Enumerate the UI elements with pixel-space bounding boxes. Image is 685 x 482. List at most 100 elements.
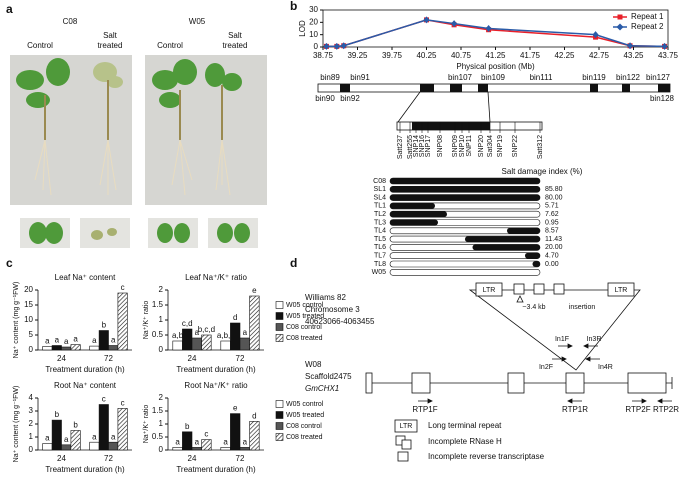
- row-value: 0.00: [545, 261, 559, 268]
- genotype-segment: [390, 219, 438, 226]
- row-value: 80.00: [545, 194, 563, 201]
- primer-arrow: [418, 343, 672, 404]
- significance-label: c: [204, 430, 208, 439]
- bin-label: bin127: [646, 73, 671, 82]
- legend-swatch: [275, 301, 284, 309]
- significance-label: a: [92, 432, 97, 441]
- row-value: 0.95: [545, 219, 559, 226]
- bar: [98, 330, 109, 351]
- y-axis-label: Na⁺/K⁺ ratio: [143, 405, 150, 444]
- legend-text: C08 treated: [286, 434, 323, 441]
- bin-label: bin109: [481, 73, 506, 82]
- x-tick-label: 40.75: [451, 51, 472, 60]
- y-tick-label: 3: [29, 406, 34, 415]
- x-tick-label: 24: [188, 354, 197, 363]
- primer-label: RTP1R: [562, 405, 588, 414]
- y-tick-label: 0: [314, 42, 319, 51]
- table-title: Salt damage index (%): [502, 167, 583, 176]
- y-tick-label: 30: [309, 5, 318, 14]
- row-value: 20.00: [545, 244, 563, 251]
- significance-label: a: [111, 336, 116, 345]
- marker-label: SNP16: [419, 135, 426, 157]
- y-tick-label: 1: [29, 432, 34, 441]
- significance-label: e: [252, 286, 257, 295]
- y-tick-label: 1: [159, 419, 164, 428]
- marker-label: SNP08: [437, 135, 444, 157]
- point: [323, 42, 330, 50]
- row-name: TL5: [374, 236, 386, 243]
- column-label: Salt: [103, 31, 118, 40]
- x-axis-label: Treatment duration (h): [45, 465, 125, 474]
- row-name: TL1: [374, 203, 386, 210]
- gene-name: GmCHX1: [305, 384, 339, 393]
- y-tick-label: 0.5: [152, 330, 164, 339]
- x-tick-label: 40.25: [416, 51, 437, 60]
- panel-label: c: [6, 256, 13, 270]
- significance-label: a: [92, 336, 97, 345]
- marker-label: SNP10: [459, 135, 466, 157]
- row-name: TL3: [374, 219, 386, 226]
- row-name: TL4: [374, 228, 386, 235]
- legend-swatch: [275, 422, 284, 430]
- y-tick-label: 0: [159, 345, 164, 354]
- bin-label: bin128: [650, 94, 675, 103]
- photo: [10, 55, 267, 248]
- row-name: TL8: [374, 261, 386, 268]
- bin-label: bin119: [582, 73, 606, 82]
- significance-label: a: [73, 335, 78, 344]
- significance-label: b,c,d: [198, 325, 215, 334]
- legend-swatch: [275, 334, 284, 342]
- bar: [201, 439, 212, 451]
- x-tick-label: 72: [236, 454, 245, 463]
- significance-label: c,d: [182, 319, 193, 328]
- row-name: TL6: [374, 244, 386, 251]
- y-tick-label: 1.5: [152, 406, 164, 415]
- y-axis-label: Na⁺ content (mg g⁻¹FW): [13, 282, 20, 359]
- marker-label: Satt255: [407, 135, 414, 159]
- row-name: W05: [372, 269, 387, 276]
- bar: [220, 447, 231, 451]
- bar: [117, 292, 128, 351]
- significance-label: b: [55, 410, 60, 419]
- y-axis-label: Na⁺/K⁺ ratio: [143, 301, 150, 340]
- genotype-segment: [525, 252, 540, 259]
- y-tick-label: 5: [29, 330, 34, 339]
- significance-label: c: [121, 399, 125, 408]
- significance-label: a: [175, 438, 180, 447]
- legend-text: Incomplete reverse transcriptase: [428, 452, 545, 461]
- x-tick-label: 39.75: [382, 51, 403, 60]
- bar: [249, 295, 260, 351]
- x-tick-label: 72: [104, 354, 113, 363]
- x-tick-label: 39.25: [347, 51, 368, 60]
- genotype-bar: [389, 268, 541, 276]
- legend-text: C08 control: [286, 423, 322, 430]
- x-tick-label: 38.75: [313, 51, 334, 60]
- bin-label: bin91: [350, 73, 370, 82]
- bar: [61, 346, 72, 351]
- row-name: SL4: [374, 194, 387, 201]
- significance-label: a,b: [172, 331, 184, 340]
- y-tick-label: 20: [309, 17, 318, 26]
- significance-label: e: [233, 404, 238, 413]
- legend-marker: [617, 14, 623, 20]
- significance-label: b: [102, 321, 107, 330]
- marker-label: Satt237: [397, 135, 404, 159]
- primer-label: In1F: [555, 336, 569, 343]
- bar: [98, 404, 109, 451]
- y-tick-label: 1: [159, 315, 164, 324]
- series-line: [326, 19, 665, 48]
- bin-label: bin92: [340, 94, 360, 103]
- reference-text: 40623066-4063455: [305, 317, 375, 326]
- group-label: C08: [63, 17, 78, 26]
- genotype-segment: [465, 236, 540, 243]
- bar: [61, 444, 72, 451]
- x-axis-label: Treatment duration (h): [45, 365, 125, 374]
- legend-text: W05 control: [286, 401, 324, 408]
- significance-label: a: [45, 434, 50, 443]
- insertion-text: insertion: [569, 304, 596, 311]
- x-tick-label: 72: [104, 454, 113, 463]
- legend-swatch: [275, 433, 284, 441]
- significance-label: a: [111, 432, 116, 441]
